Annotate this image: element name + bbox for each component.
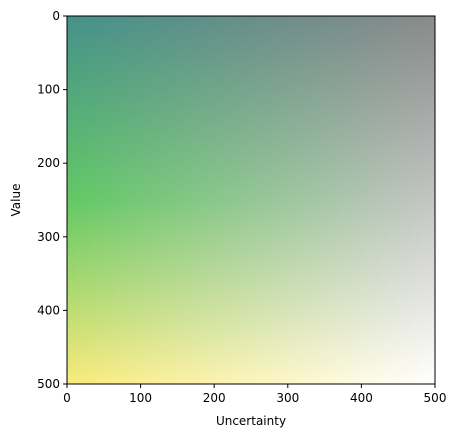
x-tick-label: 300 <box>276 391 299 405</box>
heatmap-uncertainty-layer <box>67 16 435 384</box>
x-axis-ticks: 0 100 200 300 400 500 <box>63 384 446 405</box>
x-tick-label: 200 <box>203 391 226 405</box>
y-axis-label: Value <box>9 184 23 217</box>
plot-frame <box>66 15 436 385</box>
y-axis-ticks: 0 100 200 300 400 500 <box>37 9 67 391</box>
x-axis-label: Uncertainty <box>216 414 286 428</box>
y-tick-label: 200 <box>37 156 60 170</box>
x-tick-label: 500 <box>424 391 447 405</box>
y-tick-label: 500 <box>37 377 60 391</box>
heatmap-image <box>67 16 435 384</box>
y-tick-label: 100 <box>37 83 60 97</box>
y-tick-label: 400 <box>37 303 60 317</box>
y-tick-label: 300 <box>37 230 60 244</box>
x-tick-label: 400 <box>350 391 373 405</box>
x-tick-label: 0 <box>63 391 71 405</box>
y-tick-label: 0 <box>52 9 60 23</box>
x-tick-label: 100 <box>129 391 152 405</box>
